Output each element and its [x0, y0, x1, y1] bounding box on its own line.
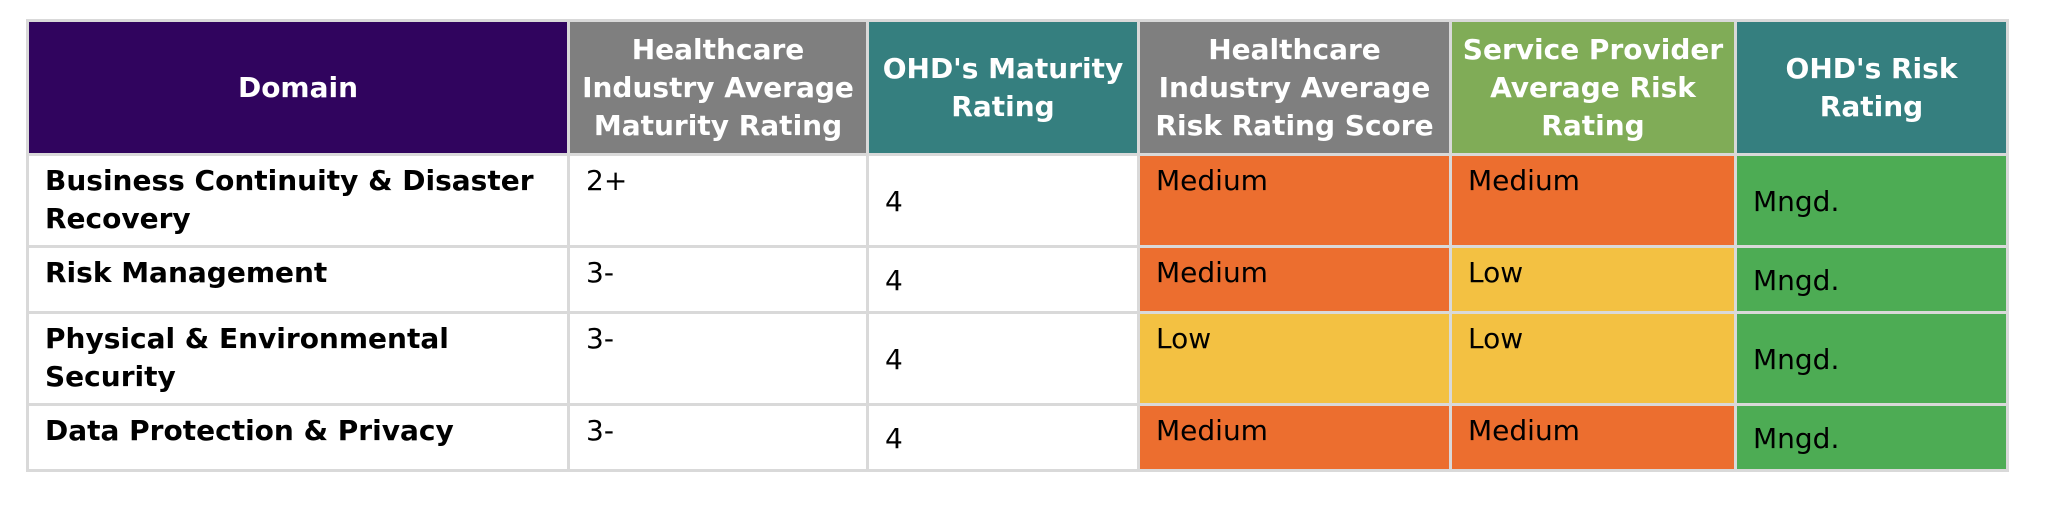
provider-risk-cell: Low — [1449, 311, 1737, 406]
provider-risk-cell: Medium — [1449, 153, 1737, 248]
provider-risk-cell: Low — [1449, 245, 1737, 314]
table-row: Risk Management 3- 4 Medium Low Mngd. — [26, 245, 2009, 314]
domain-cell: Business Continuity & Disaster Recovery — [26, 153, 570, 248]
ohd-maturity-cell: 4 — [866, 245, 1140, 314]
industry-maturity-cell: 3- — [567, 245, 869, 314]
industry-maturity-cell: 3- — [567, 403, 869, 472]
industry-maturity-cell: 2+ — [567, 153, 869, 248]
ohd-maturity-cell: 4 — [866, 311, 1140, 406]
header-industry-maturity: Healthcare Industry Average Maturity Rat… — [567, 19, 869, 156]
assessment-table: Domain Healthcare Industry Average Matur… — [26, 19, 2009, 472]
ohd-maturity-cell: 4 — [866, 153, 1140, 248]
industry-risk-cell: Medium — [1137, 153, 1452, 248]
header-ohd-risk: OHD's Risk Rating — [1734, 19, 2009, 156]
industry-maturity-cell: 3- — [567, 311, 869, 406]
ohd-risk-cell: Mngd. — [1734, 403, 2009, 472]
industry-risk-cell: Medium — [1137, 245, 1452, 314]
header-row: Domain Healthcare Industry Average Matur… — [26, 19, 2009, 156]
header-provider-risk: Service Provider Average Risk Rating — [1449, 19, 1737, 156]
header-domain: Domain — [26, 19, 570, 156]
domain-cell: Physical & Environmental Security — [26, 311, 570, 406]
header-industry-risk: Healthcare Industry Average Risk Rating … — [1137, 19, 1452, 156]
table-row: Business Continuity & Disaster Recovery … — [26, 153, 2009, 248]
ohd-risk-cell: Mngd. — [1734, 311, 2009, 406]
table-row: Data Protection & Privacy 3- 4 Medium Me… — [26, 403, 2009, 472]
domain-cell: Data Protection & Privacy — [26, 403, 570, 472]
industry-risk-cell: Low — [1137, 311, 1452, 406]
table-row: Physical & Environmental Security 3- 4 L… — [26, 311, 2009, 406]
header-ohd-maturity: OHD's Maturity Rating — [866, 19, 1140, 156]
domain-cell: Risk Management — [26, 245, 570, 314]
industry-risk-cell: Medium — [1137, 403, 1452, 472]
ohd-maturity-cell: 4 — [866, 403, 1140, 472]
ohd-risk-cell: Mngd. — [1734, 153, 2009, 248]
provider-risk-cell: Medium — [1449, 403, 1737, 472]
ohd-risk-cell: Mngd. — [1734, 245, 2009, 314]
